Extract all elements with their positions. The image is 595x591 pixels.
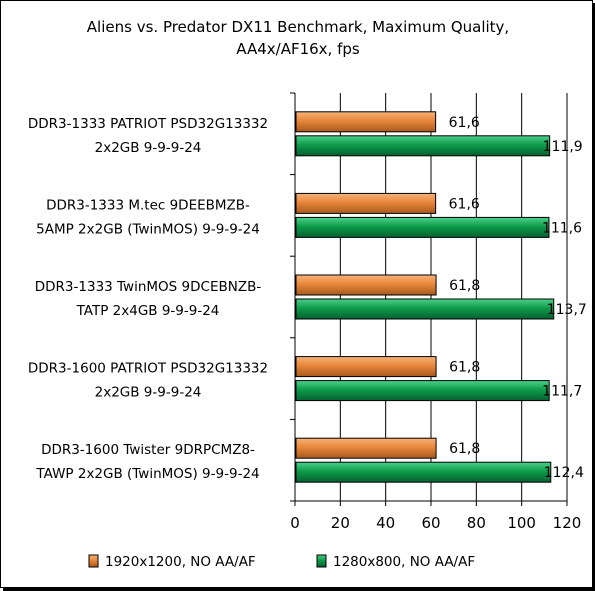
bar-1920x1200 (295, 437, 437, 459)
legend-label: 1280x800, NO AA/AF (333, 554, 475, 570)
category-label: DDR3-1333 TwinMOS 9DCEBNZB- (35, 279, 262, 295)
x-tick-label: 100 (507, 514, 536, 532)
category-label: 2x2GB 9-9-9-24 (95, 385, 202, 401)
data-label: 111,7 (542, 384, 582, 400)
category-label: DDR3-1600 Twister 9DRPCMZ8- (41, 442, 255, 458)
data-label: 113,7 (547, 302, 587, 318)
chart-title-line: AA4x/AF16x, fps (236, 40, 360, 58)
bar-1280x800 (295, 298, 555, 320)
x-tick-label: 0 (290, 514, 300, 532)
data-label: 61,8 (449, 278, 480, 294)
data-label: 111,6 (542, 220, 582, 236)
category-label: DDR3-1333 M.tec 9DEEBMZB- (46, 197, 250, 213)
data-label: 111,9 (543, 139, 583, 155)
bar-1920x1200 (295, 274, 437, 296)
data-label: 61,6 (449, 196, 480, 212)
x-tick-label: 60 (421, 514, 440, 532)
category-label: TAWP 2x2GB (TwinMOS) 9-9-9-24 (35, 466, 259, 482)
data-label: 61,8 (449, 441, 480, 457)
bar-1920x1200 (295, 111, 437, 133)
bar-1280x800 (295, 380, 550, 402)
data-label: 61,8 (449, 360, 480, 376)
data-label: 112,4 (544, 465, 584, 481)
legend-swatch (88, 554, 99, 568)
legend-label: 1920x1200, NO AA/AF (105, 554, 256, 570)
category-label: DDR3-1600 PATRIOT PSD32G13332 (28, 361, 268, 377)
bar-1920x1200 (295, 356, 437, 378)
x-tick-label: 80 (467, 514, 486, 532)
chart-title-line: Aliens vs. Predator DX11 Benchmark, Maxi… (87, 18, 509, 36)
bar-1280x800 (295, 135, 551, 157)
category-label: 2x2GB 9-9-9-24 (95, 140, 202, 156)
bar-1280x800 (295, 461, 552, 483)
bar-1280x800 (295, 216, 550, 238)
category-label: DDR3-1333 PATRIOT PSD32G13332 (28, 116, 268, 132)
x-tick-label: 20 (331, 514, 350, 532)
legend-swatch (316, 554, 327, 568)
data-label: 61,6 (449, 115, 480, 131)
x-tick-label: 40 (376, 514, 395, 532)
category-label: TATP 2x4GB 9-9-9-24 (76, 303, 220, 319)
bar-1920x1200 (295, 192, 437, 214)
x-tick-label: 120 (553, 514, 582, 532)
category-label: 5AMP 2x2GB (TwinMOS) 9-9-9-24 (36, 221, 260, 237)
